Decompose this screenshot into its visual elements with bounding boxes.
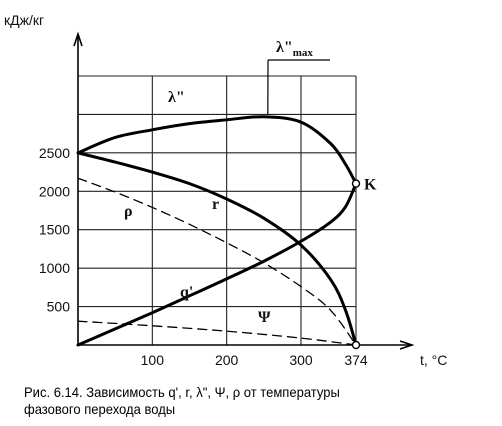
y-tick-label: 2500 (39, 145, 70, 161)
series-label: r (212, 196, 219, 213)
x-tick-label: 200 (215, 352, 239, 368)
x-axis-label: t, °C (420, 352, 447, 368)
figure-caption: Рис. 6.14. Зависимость q', r, λ", Ψ, ρ о… (24, 384, 452, 418)
y-tick-label: 500 (47, 299, 71, 315)
series-line-3 (77, 177, 357, 346)
series-label: ρ (124, 203, 133, 220)
y-tick-label: 1500 (39, 222, 70, 238)
y-axis-arrow (73, 31, 83, 47)
y-tick-label: 1000 (39, 260, 70, 276)
series-line-4 (77, 320, 357, 346)
x-tick-label: 374 (344, 352, 368, 368)
x-tick-label: 100 (141, 352, 165, 368)
critical-point-marker (351, 179, 361, 188)
chart-labels: 500 1000 1500 2000 2500 100 200 300 374 кДж/кг t, … (4, 12, 447, 368)
x-axis-arrow (399, 340, 415, 350)
x-tick-label: 300 (289, 352, 313, 368)
series-label: Ψ (258, 309, 271, 326)
critical-point-base-marker (351, 340, 361, 350)
caption-line-2: фазового перехода воды (24, 401, 176, 417)
critical-point-label: K (364, 177, 377, 194)
chart: 500 1000 1500 2000 2500 100 200 300 374 кДж/кг t, … (4, 12, 447, 368)
y-tick-label: 2000 (39, 183, 70, 199)
series-line-1 (76, 151, 358, 347)
caption-line-1: Рис. 6.14. Зависимость q', r, λ", Ψ, ρ о… (24, 384, 340, 400)
series-label: λ" (168, 89, 185, 106)
series-line-2 (76, 182, 358, 347)
series-label: q' (180, 284, 193, 301)
max-annotation: λ"max (276, 39, 313, 59)
series (76, 115, 361, 350)
series-line-0 (76, 115, 358, 186)
y-axis-label: кДж/кг (4, 12, 44, 28)
